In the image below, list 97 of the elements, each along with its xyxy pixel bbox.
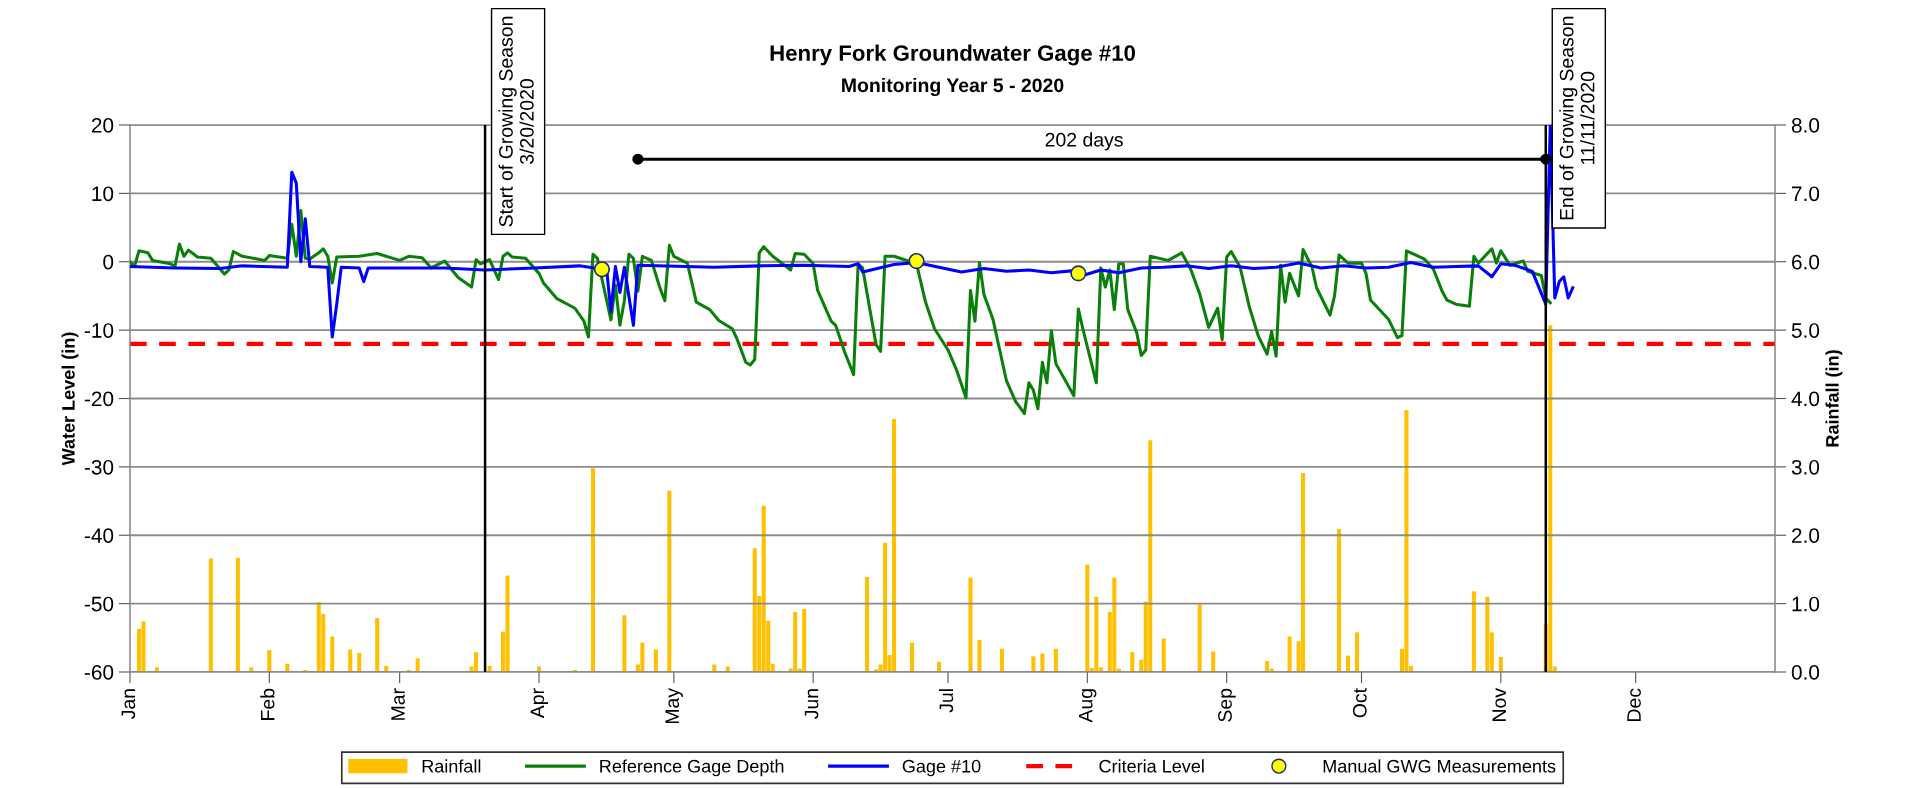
x-tick-label: Jan: [121, 689, 136, 720]
bar: [1085, 564, 1090, 672]
y2-tick-label: 2.0: [1792, 528, 1820, 543]
bar: [375, 617, 380, 672]
bar: [267, 650, 272, 672]
y2-tick-label: 8.0: [1791, 118, 1820, 133]
bar: [316, 602, 321, 672]
bar: [1354, 632, 1360, 672]
point: [593, 261, 611, 278]
bar: [802, 609, 807, 672]
bar: [235, 557, 240, 672]
x-tick-label: Oct: [1352, 688, 1367, 718]
bar: [793, 611, 798, 672]
y-axis-title: Water Level (in): [61, 332, 79, 466]
y-tick-label: 20: [91, 118, 114, 133]
x-tick-label: Jun: [804, 689, 819, 720]
legend-label: Rainfall: [422, 759, 481, 773]
bar: [505, 575, 510, 672]
bar: [348, 649, 353, 672]
y-tick-label: -40: [84, 528, 114, 543]
x-tick-label: Sep: [1218, 688, 1236, 722]
chart-title: Henry Fork Groundwater Gage #10: [770, 44, 1135, 66]
bar: [1197, 604, 1202, 672]
chart-subtitle: Monitoring Year 5 - 2020: [842, 77, 1064, 97]
legend-label: Gage #10: [902, 759, 981, 777]
bar: [1485, 596, 1490, 672]
bar: [141, 621, 146, 672]
annotation: 202 days: [1045, 132, 1123, 151]
bar: [474, 652, 479, 672]
bar: [1094, 596, 1099, 672]
legend-label: Manual GWG Measurements: [1323, 759, 1556, 773]
bar: [1287, 636, 1292, 672]
bar: [1040, 653, 1045, 672]
y2-tick-label: 0.0: [1791, 665, 1820, 680]
legend-label: Criteria Level: [1099, 759, 1204, 773]
bar: [208, 558, 213, 672]
bar: [1112, 577, 1117, 672]
bar: [712, 664, 717, 672]
x-tick-label: Aug: [1078, 689, 1097, 723]
bar: [622, 615, 627, 672]
bar: [1053, 648, 1058, 672]
bar: [1130, 652, 1135, 672]
x-tick-label: Mar: [391, 688, 405, 720]
bar: [910, 642, 915, 672]
y-tick-label: -30: [84, 459, 114, 475]
bar: [752, 548, 757, 672]
y-tick-label: -60: [84, 665, 114, 680]
bar: [883, 542, 888, 672]
bar: [1471, 591, 1476, 672]
bar: [1498, 656, 1503, 672]
legend-label: Reference Gage Depth: [600, 759, 784, 777]
x-tick-label: Apr: [530, 688, 549, 719]
y2-tick-label: 6.0: [1792, 254, 1820, 270]
x-tick-label: Jul: [938, 689, 954, 713]
y-tick-label: 10: [92, 186, 114, 202]
bar: [330, 636, 335, 672]
bar: [892, 419, 897, 672]
bar: [357, 652, 362, 672]
bar: [1548, 325, 1553, 672]
bar: [1346, 655, 1351, 672]
bar: [653, 649, 658, 672]
bar: [865, 576, 870, 672]
x-tick-label: Feb: [260, 688, 275, 720]
bar: [977, 639, 982, 672]
ref-line-label: Start of Growing Season 3/20/2020: [498, 16, 534, 227]
y2-tick-label: 4.0: [1791, 391, 1820, 407]
y-tick-label: -10: [84, 323, 114, 338]
bar: [1211, 651, 1216, 672]
bar: [1404, 410, 1409, 672]
bar: [999, 648, 1004, 672]
bar: [1337, 529, 1342, 672]
bar: [1031, 656, 1036, 672]
bar: [1148, 440, 1153, 672]
x-tick-label: Nov: [1492, 688, 1507, 721]
y-tick-label: 0: [103, 254, 114, 270]
bar: [1265, 661, 1270, 672]
x-tick-label: Dec: [1627, 688, 1641, 721]
y2-tick-label: 1.0: [1792, 596, 1820, 612]
point: [908, 252, 925, 270]
ref-line-label: End of Growing Season 11/11/2020: [1559, 16, 1595, 220]
y-tick-label: -50: [84, 596, 114, 612]
y2-tick-label: 7.0: [1792, 186, 1820, 202]
bar: [968, 577, 973, 672]
bar: [590, 468, 595, 672]
y2-tick-label: 5.0: [1791, 323, 1820, 338]
bar: [640, 642, 645, 672]
bar: [1161, 638, 1166, 672]
bar: [761, 505, 766, 672]
bar: [667, 490, 672, 672]
y-tick-label: -20: [84, 391, 114, 407]
point: [632, 153, 644, 165]
y2-axis-title: Rainfall (in): [1825, 350, 1843, 447]
y2-tick-label: 3.0: [1791, 459, 1820, 475]
x-tick-label: May: [665, 688, 683, 724]
bar: [1301, 473, 1306, 672]
point: [1070, 265, 1087, 282]
bar: [415, 658, 420, 672]
